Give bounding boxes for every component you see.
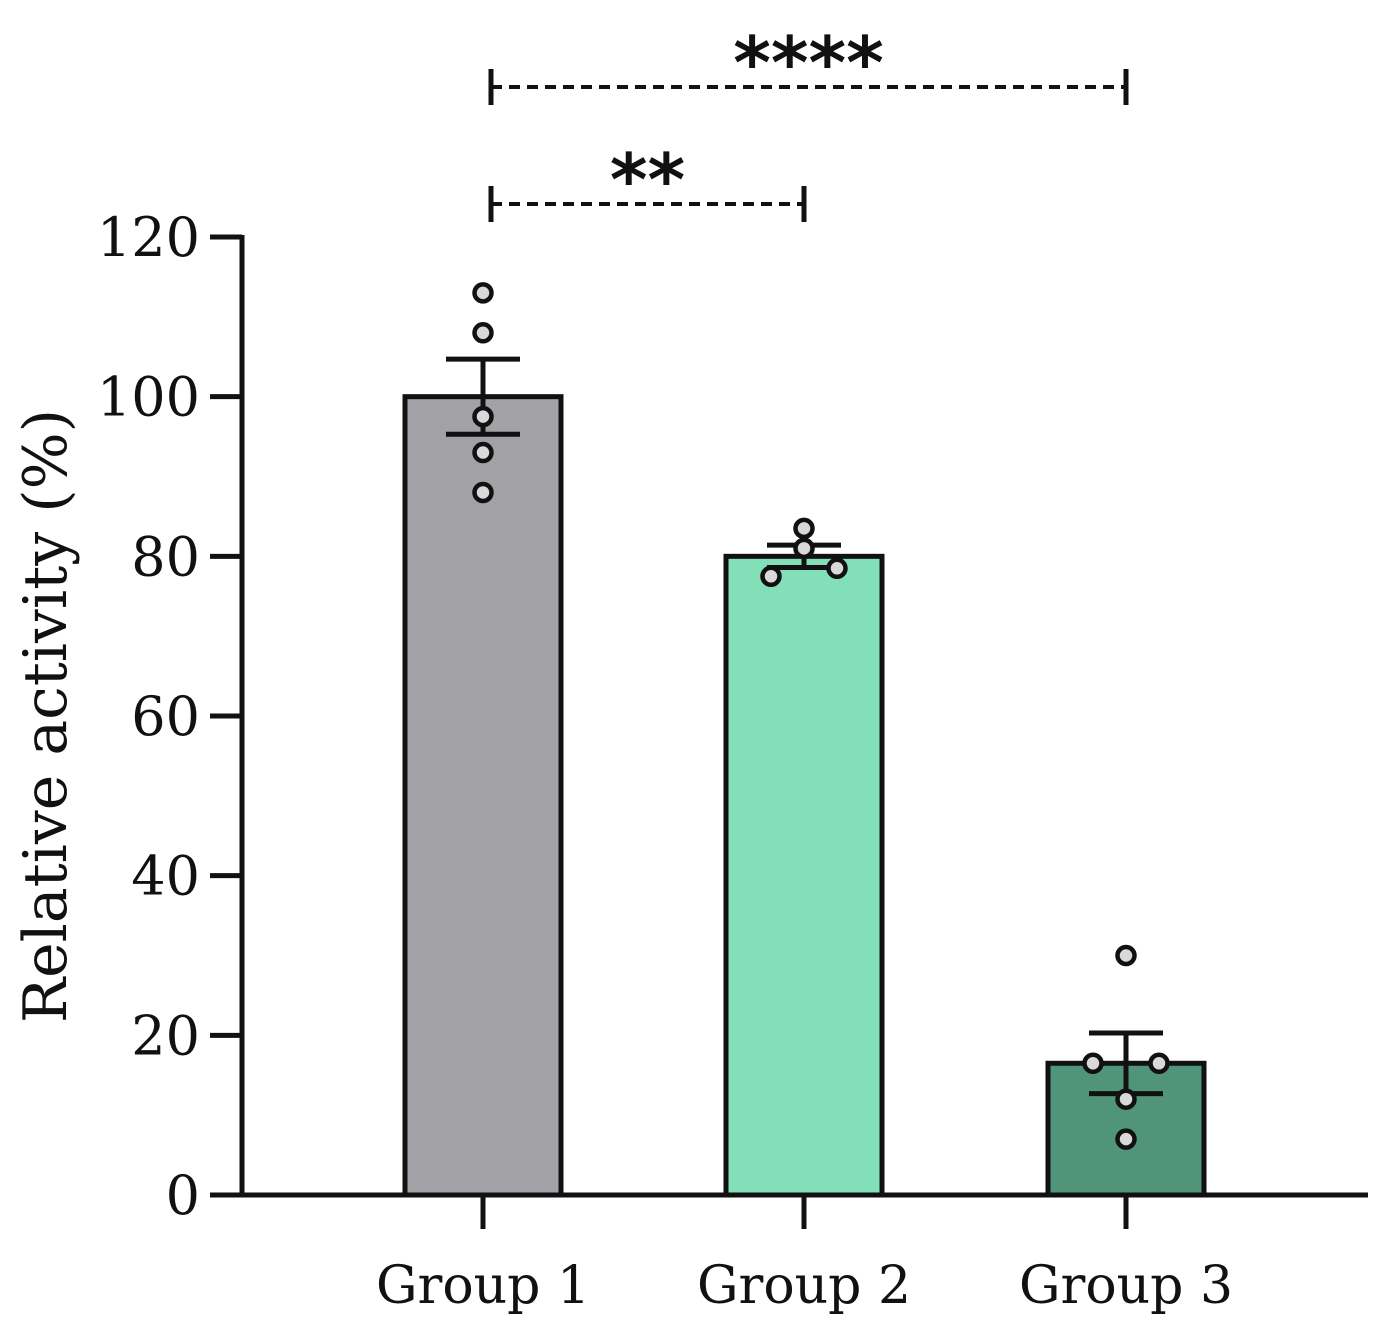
data-point-g2-3 xyxy=(826,557,848,580)
data-point-g1-2 xyxy=(472,322,494,344)
data-point-g3-3 xyxy=(1148,1052,1170,1075)
y-tick-label-40: 40 xyxy=(131,845,200,908)
sig-label-1: ** xyxy=(610,138,685,222)
x-tick-label-3: Group 3 xyxy=(1019,1256,1233,1316)
data-point-g3-1 xyxy=(1115,944,1137,967)
y-axis-title: Relative activity (%) xyxy=(11,409,81,1023)
data-point-g3-2 xyxy=(1082,1052,1104,1075)
data-point-g1-5 xyxy=(472,481,494,504)
data-point-g1-4 xyxy=(472,441,494,464)
data-point-g2-2 xyxy=(793,537,815,560)
data-point-g3-4 xyxy=(1115,1088,1137,1110)
y-tick-label-80: 80 xyxy=(131,525,200,588)
bar-2 xyxy=(723,553,885,1198)
sig-label-2: **** xyxy=(733,21,884,105)
x-tick-label-1: Group 1 xyxy=(376,1256,590,1316)
data-point-g3-5 xyxy=(1115,1128,1137,1150)
x-tick-label-2: Group 2 xyxy=(697,1256,911,1316)
y-tick-label-20: 20 xyxy=(131,1004,200,1067)
y-tick-label-60: 60 xyxy=(131,685,200,748)
y-tick-label-100: 100 xyxy=(97,366,200,429)
data-point-g1-1 xyxy=(472,282,494,304)
data-point-g2-4 xyxy=(760,565,782,588)
bar-1 xyxy=(402,394,564,1198)
data-point-g2-1 xyxy=(793,517,815,540)
data-point-g1-3 xyxy=(472,405,494,428)
y-tick-label-120: 120 xyxy=(97,206,200,269)
y-tick-label-0: 0 xyxy=(166,1164,200,1227)
